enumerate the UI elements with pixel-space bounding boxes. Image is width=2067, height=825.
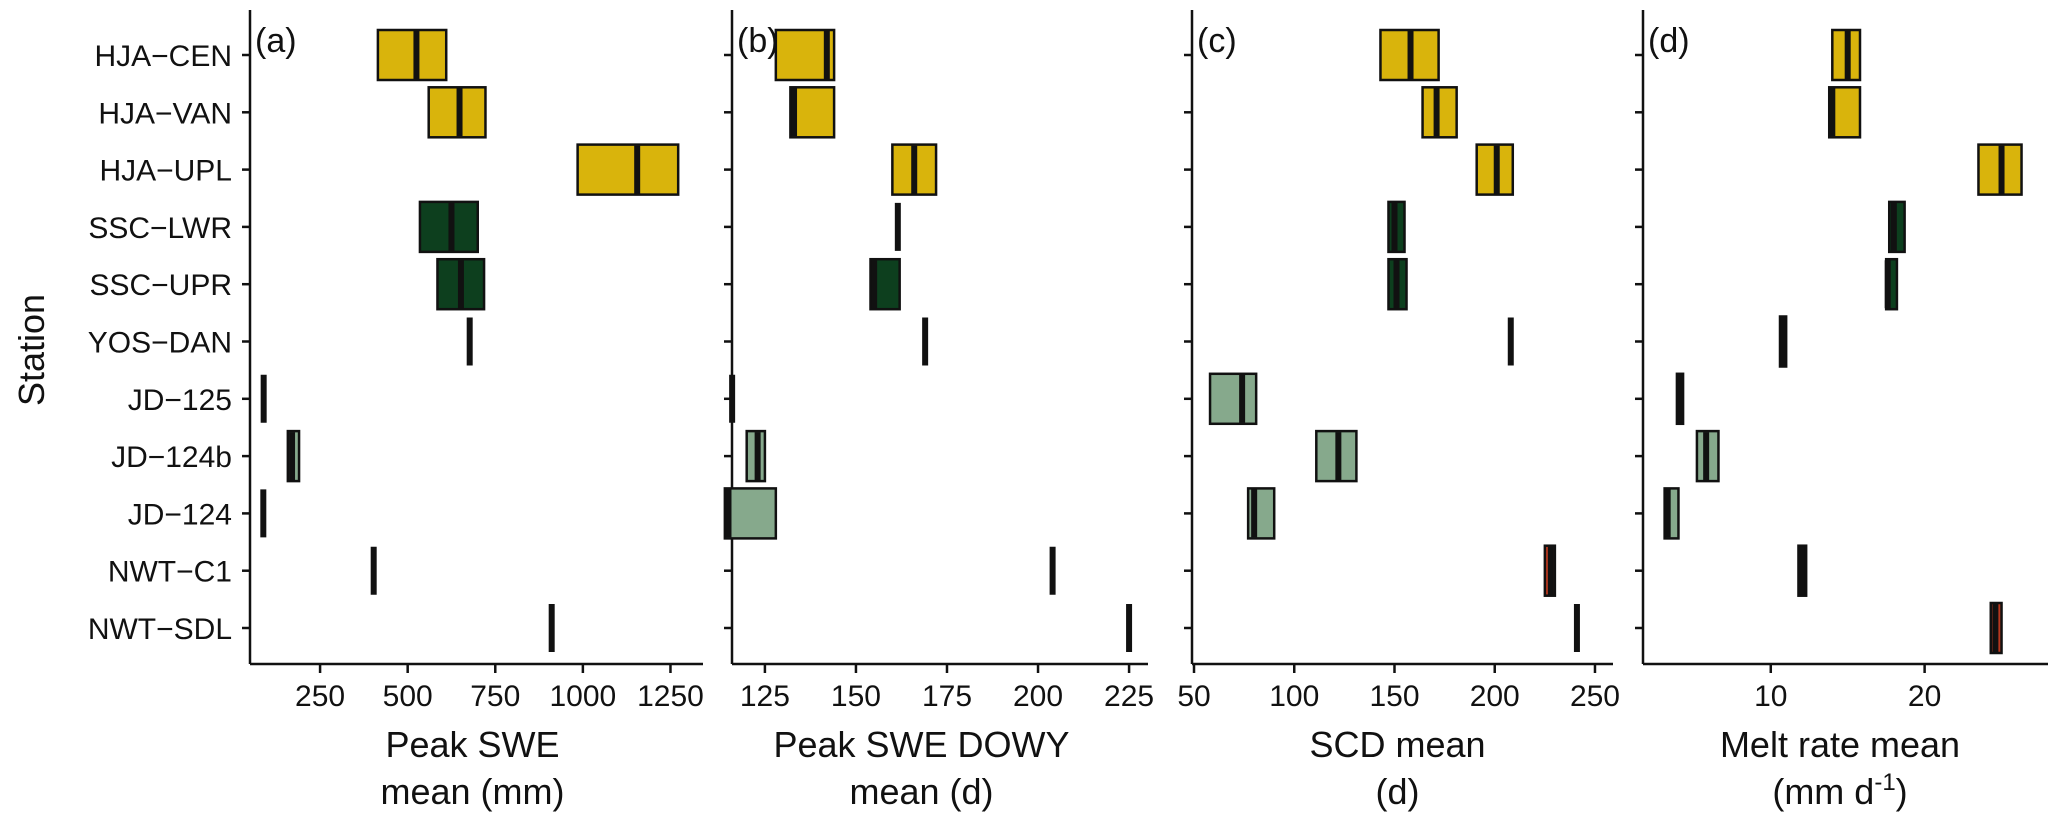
box <box>1208 372 1258 426</box>
x-tick-label: 750 <box>470 680 520 713</box>
station-labels: HJA−CEN HJA−VAN HJA−UPL SSC−LWR SSC−UPR YOS−D… <box>88 40 232 646</box>
x-tick-label: 150 <box>831 680 881 713</box>
x-axis-title-line1: SCD mean <box>1309 724 1485 765</box>
panels: 250 500 750 1000 1250 (a) Peak SWE mean (mm) 125… <box>242 10 2048 812</box>
panel-label: (d) <box>1648 22 1690 60</box>
x-tick-label: 200 <box>1470 680 1520 713</box>
station-label: JD−125 <box>128 384 232 417</box>
x-axis-title-line2: (mm d-1) <box>1772 769 1907 812</box>
station-label: HJA−UPL <box>99 155 232 188</box>
y-axis-title: Station <box>11 294 52 406</box>
x-axis-title-line1: Melt rate mean <box>1720 724 1960 765</box>
x-tick-label: 250 <box>295 680 345 713</box>
panel-label: (c) <box>1197 22 1237 60</box>
station-label: YOS−DAN <box>88 327 232 360</box>
box <box>723 487 778 540</box>
x-axis-title-line2: mean (d) <box>849 771 993 812</box>
x-axis-title-line2: (d) <box>1376 771 1420 812</box>
x-axis-title-line1: Peak SWE <box>385 724 559 765</box>
station-label: JD−124 <box>128 498 232 531</box>
station-label: SSC−LWR <box>88 212 232 245</box>
station-label: SSC−UPR <box>89 269 232 302</box>
x-tick-label: 1000 <box>549 680 616 713</box>
panel-label: (a) <box>255 22 297 60</box>
station-label: NWT−SDL <box>88 613 232 646</box>
box <box>1421 86 1458 139</box>
x-tick-label: 150 <box>1369 680 1419 713</box>
x-tick-label: 250 <box>1570 680 1620 713</box>
station-label: HJA−VAN <box>98 97 232 130</box>
x-tick-label: 200 <box>1013 680 1063 713</box>
box <box>576 143 680 196</box>
panel-a: 250 500 750 1000 1250 (a) Peak SWE mean (mm) <box>242 10 704 812</box>
x-tick-label: 1250 <box>637 680 704 713</box>
box <box>789 86 836 139</box>
x-tick-label: 10 <box>1754 680 1787 713</box>
x-tick-label: 500 <box>383 680 433 713</box>
station-label: NWT−C1 <box>108 556 232 589</box>
panel-d: 10 20 (d) Melt rate mean(mm d-1) <box>1635 10 2048 812</box>
x-tick-label: 225 <box>1104 680 1154 713</box>
x-axis-title-line2: mean (mm) <box>380 771 564 812</box>
panel-c: 50 100 150 200 250 (c) SCD mean (d) <box>1177 10 1620 812</box>
x-tick-label: 125 <box>740 680 790 713</box>
x-tick-label: 100 <box>1269 680 1319 713</box>
x-tick-label: 175 <box>922 680 972 713</box>
x-axis-title-line1: Peak SWE DOWY <box>773 724 1069 765</box>
x-tick-label: 20 <box>1908 680 1941 713</box>
box <box>376 28 448 82</box>
panel-label: (b) <box>737 22 779 60</box>
panel-b: 125 150 175 200 225 (b) Peak SWE DOWY mean (d) <box>723 10 1154 812</box>
x-tick-label: 50 <box>1177 680 1210 713</box>
station-label: JD−124b <box>111 441 232 474</box>
station-label: HJA−CEN <box>94 40 232 73</box>
